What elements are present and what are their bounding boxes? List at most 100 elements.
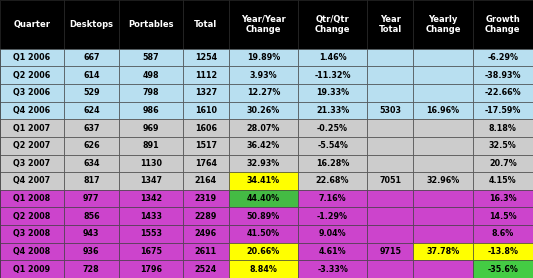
Text: 4.15%: 4.15%	[489, 177, 516, 185]
Bar	[367, 155, 413, 172]
Text: Q1 2009: Q1 2009	[13, 265, 51, 274]
Bar	[413, 243, 473, 260]
Bar	[64, 155, 119, 172]
Text: Q4 2006: Q4 2006	[13, 106, 51, 115]
Bar	[64, 84, 119, 101]
Bar	[229, 225, 298, 243]
Bar	[119, 137, 183, 155]
Bar	[298, 49, 367, 66]
Bar	[367, 101, 413, 119]
Bar	[183, 207, 229, 225]
Text: 624: 624	[83, 106, 100, 115]
Text: 2496: 2496	[195, 229, 217, 239]
Bar	[119, 0, 183, 49]
Bar	[0, 84, 64, 101]
Text: 32.93%: 32.93%	[247, 159, 280, 168]
Text: 634: 634	[83, 159, 100, 168]
Bar	[298, 101, 367, 119]
Bar	[413, 119, 473, 137]
Text: 7.16%: 7.16%	[319, 194, 346, 203]
Text: 1342: 1342	[140, 194, 162, 203]
Text: 1610: 1610	[195, 106, 217, 115]
Text: -22.66%: -22.66%	[484, 88, 521, 97]
Text: Q3 2006: Q3 2006	[13, 88, 51, 97]
Bar	[183, 172, 229, 190]
Bar	[413, 101, 473, 119]
Bar	[367, 260, 413, 278]
Bar	[119, 243, 183, 260]
Bar	[64, 0, 119, 49]
Text: 7051: 7051	[379, 177, 401, 185]
Bar	[229, 49, 298, 66]
Text: 19.89%: 19.89%	[247, 53, 280, 62]
Text: 1606: 1606	[195, 123, 217, 133]
Bar	[229, 101, 298, 119]
Bar	[64, 49, 119, 66]
Bar	[229, 0, 298, 49]
Bar	[119, 49, 183, 66]
Text: -35.6%: -35.6%	[487, 265, 518, 274]
Text: 41.50%: 41.50%	[247, 229, 280, 239]
Bar	[64, 243, 119, 260]
Text: 44.40%: 44.40%	[247, 194, 280, 203]
Bar	[0, 260, 64, 278]
Text: Q4 2007: Q4 2007	[13, 177, 51, 185]
Bar	[473, 260, 533, 278]
Bar	[0, 207, 64, 225]
Bar	[119, 225, 183, 243]
Text: 32.96%: 32.96%	[426, 177, 459, 185]
Text: 891: 891	[142, 141, 159, 150]
Bar	[473, 0, 533, 49]
Bar	[119, 207, 183, 225]
Bar	[64, 101, 119, 119]
Text: 1347: 1347	[140, 177, 161, 185]
Text: 22.68%: 22.68%	[316, 177, 349, 185]
Text: 1764: 1764	[195, 159, 217, 168]
Bar	[0, 137, 64, 155]
Text: 16.28%: 16.28%	[316, 159, 349, 168]
Bar	[367, 66, 413, 84]
Text: 4.61%: 4.61%	[319, 247, 346, 256]
Bar	[0, 172, 64, 190]
Bar	[229, 190, 298, 207]
Text: -3.33%: -3.33%	[317, 265, 348, 274]
Bar	[367, 49, 413, 66]
Text: 30.26%: 30.26%	[247, 106, 280, 115]
Text: Year
Total: Year Total	[378, 15, 402, 34]
Text: 529: 529	[83, 88, 100, 97]
Text: 36.42%: 36.42%	[247, 141, 280, 150]
Bar	[367, 119, 413, 137]
Bar	[413, 172, 473, 190]
Bar	[64, 260, 119, 278]
Text: 19.33%: 19.33%	[316, 88, 349, 97]
Bar	[0, 0, 64, 49]
Bar	[183, 137, 229, 155]
Bar	[0, 66, 64, 84]
Text: 21.33%: 21.33%	[316, 106, 349, 115]
Text: 1327: 1327	[195, 88, 217, 97]
Bar	[413, 155, 473, 172]
Text: -5.54%: -5.54%	[317, 141, 348, 150]
Text: Growth
Change: Growth Change	[485, 15, 521, 34]
Text: -1.29%: -1.29%	[317, 212, 348, 221]
Text: Q2 2007: Q2 2007	[13, 141, 51, 150]
Text: Q3 2008: Q3 2008	[13, 229, 51, 239]
Text: 969: 969	[142, 123, 159, 133]
Text: 1796: 1796	[140, 265, 161, 274]
Text: 9715: 9715	[379, 247, 401, 256]
Bar	[229, 137, 298, 155]
Text: 28.07%: 28.07%	[247, 123, 280, 133]
Bar	[413, 0, 473, 49]
Bar	[298, 260, 367, 278]
Bar	[367, 207, 413, 225]
Text: 14.5%: 14.5%	[489, 212, 516, 221]
Text: Q2 2008: Q2 2008	[13, 212, 51, 221]
Bar	[119, 119, 183, 137]
Text: 728: 728	[83, 265, 100, 274]
Bar	[0, 190, 64, 207]
Bar	[298, 84, 367, 101]
Bar	[119, 66, 183, 84]
Bar	[229, 207, 298, 225]
Bar	[229, 172, 298, 190]
Bar	[183, 243, 229, 260]
